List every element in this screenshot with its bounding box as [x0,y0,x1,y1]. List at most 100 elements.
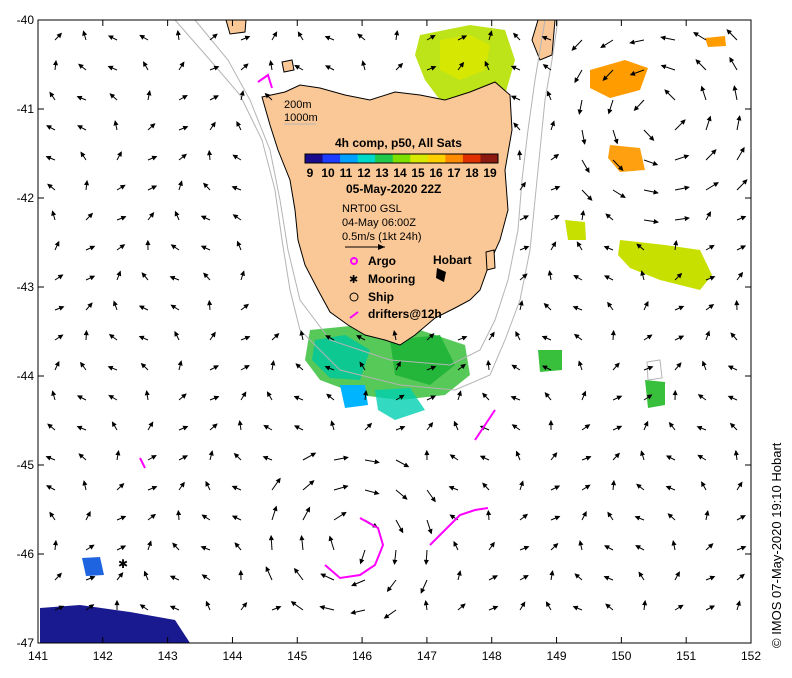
current-vector-head [544,392,550,398]
current-vector-head [299,534,305,541]
current-vector-head [169,605,176,611]
current-vector-head [423,599,429,606]
current-vector-head [181,153,187,159]
mooring-symbol: ✱ [349,274,358,286]
current-vector-head [207,299,213,306]
current-vector-head [210,331,216,338]
y-tick-label: -45 [17,458,35,472]
current-vector-head [108,333,115,340]
colorbar-segment [480,154,499,163]
current-vector-head [237,419,243,426]
current-vector-head [233,452,240,459]
current-vector-head [614,362,620,369]
current-vector-head [145,239,151,246]
current-vector-head [53,59,59,66]
current-vector-head [111,421,117,428]
current-vector-head [708,303,715,310]
current-vector-head [295,363,302,369]
current-vector-head [660,64,667,70]
current-vector-head [179,61,185,68]
current-vector-head [328,535,334,542]
current-vector-head [46,125,52,130]
tasmania-land [261,81,513,346]
current-vector-head [424,449,430,456]
current-vector-head [401,494,408,500]
current-vector-head [146,90,152,96]
current-vector-head [492,575,498,580]
current-vector-head [138,305,145,311]
current-vector-head [427,421,434,428]
current-vector-head [733,449,739,456]
current-vector-head [359,558,365,565]
current-vector-head [602,75,608,81]
current-vector-head [174,210,180,217]
current-vector-head [740,545,747,551]
current-vector-head [582,511,587,517]
isobath-1000m [174,19,559,391]
current-vector-head [231,485,238,491]
current-vector-head [231,515,238,521]
current-vector-head [182,455,188,460]
current-vector-head [737,271,744,278]
current-vector-head [427,528,433,535]
current-vector-head [398,394,405,400]
current-vector-head [396,361,401,367]
current-vector-head [430,496,436,503]
current-vector-head [58,305,65,311]
current-vector-head [366,422,373,429]
current-vector-head [553,153,560,160]
current-vector-head [182,125,189,131]
current-vector-head [510,65,517,71]
current-vector-head [201,574,208,580]
current-vector-head [577,109,583,115]
current-vector-head [574,77,580,84]
current-vector-head [709,575,716,581]
current-vector-head [638,571,644,578]
current-vector-head [706,115,712,122]
current-vector-head [600,43,606,49]
current-vector-head [207,149,213,156]
current-vector-head [697,394,704,400]
depth-label-1000m: 1000m [284,112,318,124]
current-vector-head [120,215,127,221]
y-tick-label: -47 [17,636,35,650]
current-vector-head [151,185,158,191]
current-vector-head [80,151,86,158]
current-vector-head [213,95,219,100]
current-vector-head [517,149,523,156]
colorbar-label: 19 [483,166,497,180]
current-vector-head [428,333,435,339]
current-vector-head [607,108,613,115]
current-vector-head [461,35,468,41]
current-vector-head [616,395,623,401]
current-vector-head [742,179,748,185]
sst-patch-south-lower [375,388,425,420]
drifter-tracks [139,73,496,580]
current-vector-head [546,90,552,97]
colorbar-segment [357,154,376,163]
current-vector-head [143,570,149,577]
drifter-track-4 [139,457,146,469]
colorbar-label: 9 [307,166,314,180]
current-vector-head [141,272,147,278]
small-isle [281,59,295,73]
current-vector-head [610,329,616,336]
colorbar-segment [427,154,446,163]
current-vector-head [629,70,636,76]
x-tick-label: 150 [611,649,631,663]
current-vector-head [652,160,659,166]
current-vector-head [57,334,64,340]
current-vector-head [310,452,317,458]
current-vector-head [49,91,55,98]
current-vector-head [120,515,127,521]
current-vector-head [554,185,561,191]
current-vector-head [729,422,736,429]
current-vector-head [430,365,437,371]
current-vector-head [88,604,95,610]
current-vector-head [429,34,436,40]
current-vector-head [552,452,558,458]
current-vector-head [241,391,247,398]
current-vector-head [684,216,690,222]
current-vector-head [545,601,551,608]
y-tick-label: -46 [17,547,35,561]
